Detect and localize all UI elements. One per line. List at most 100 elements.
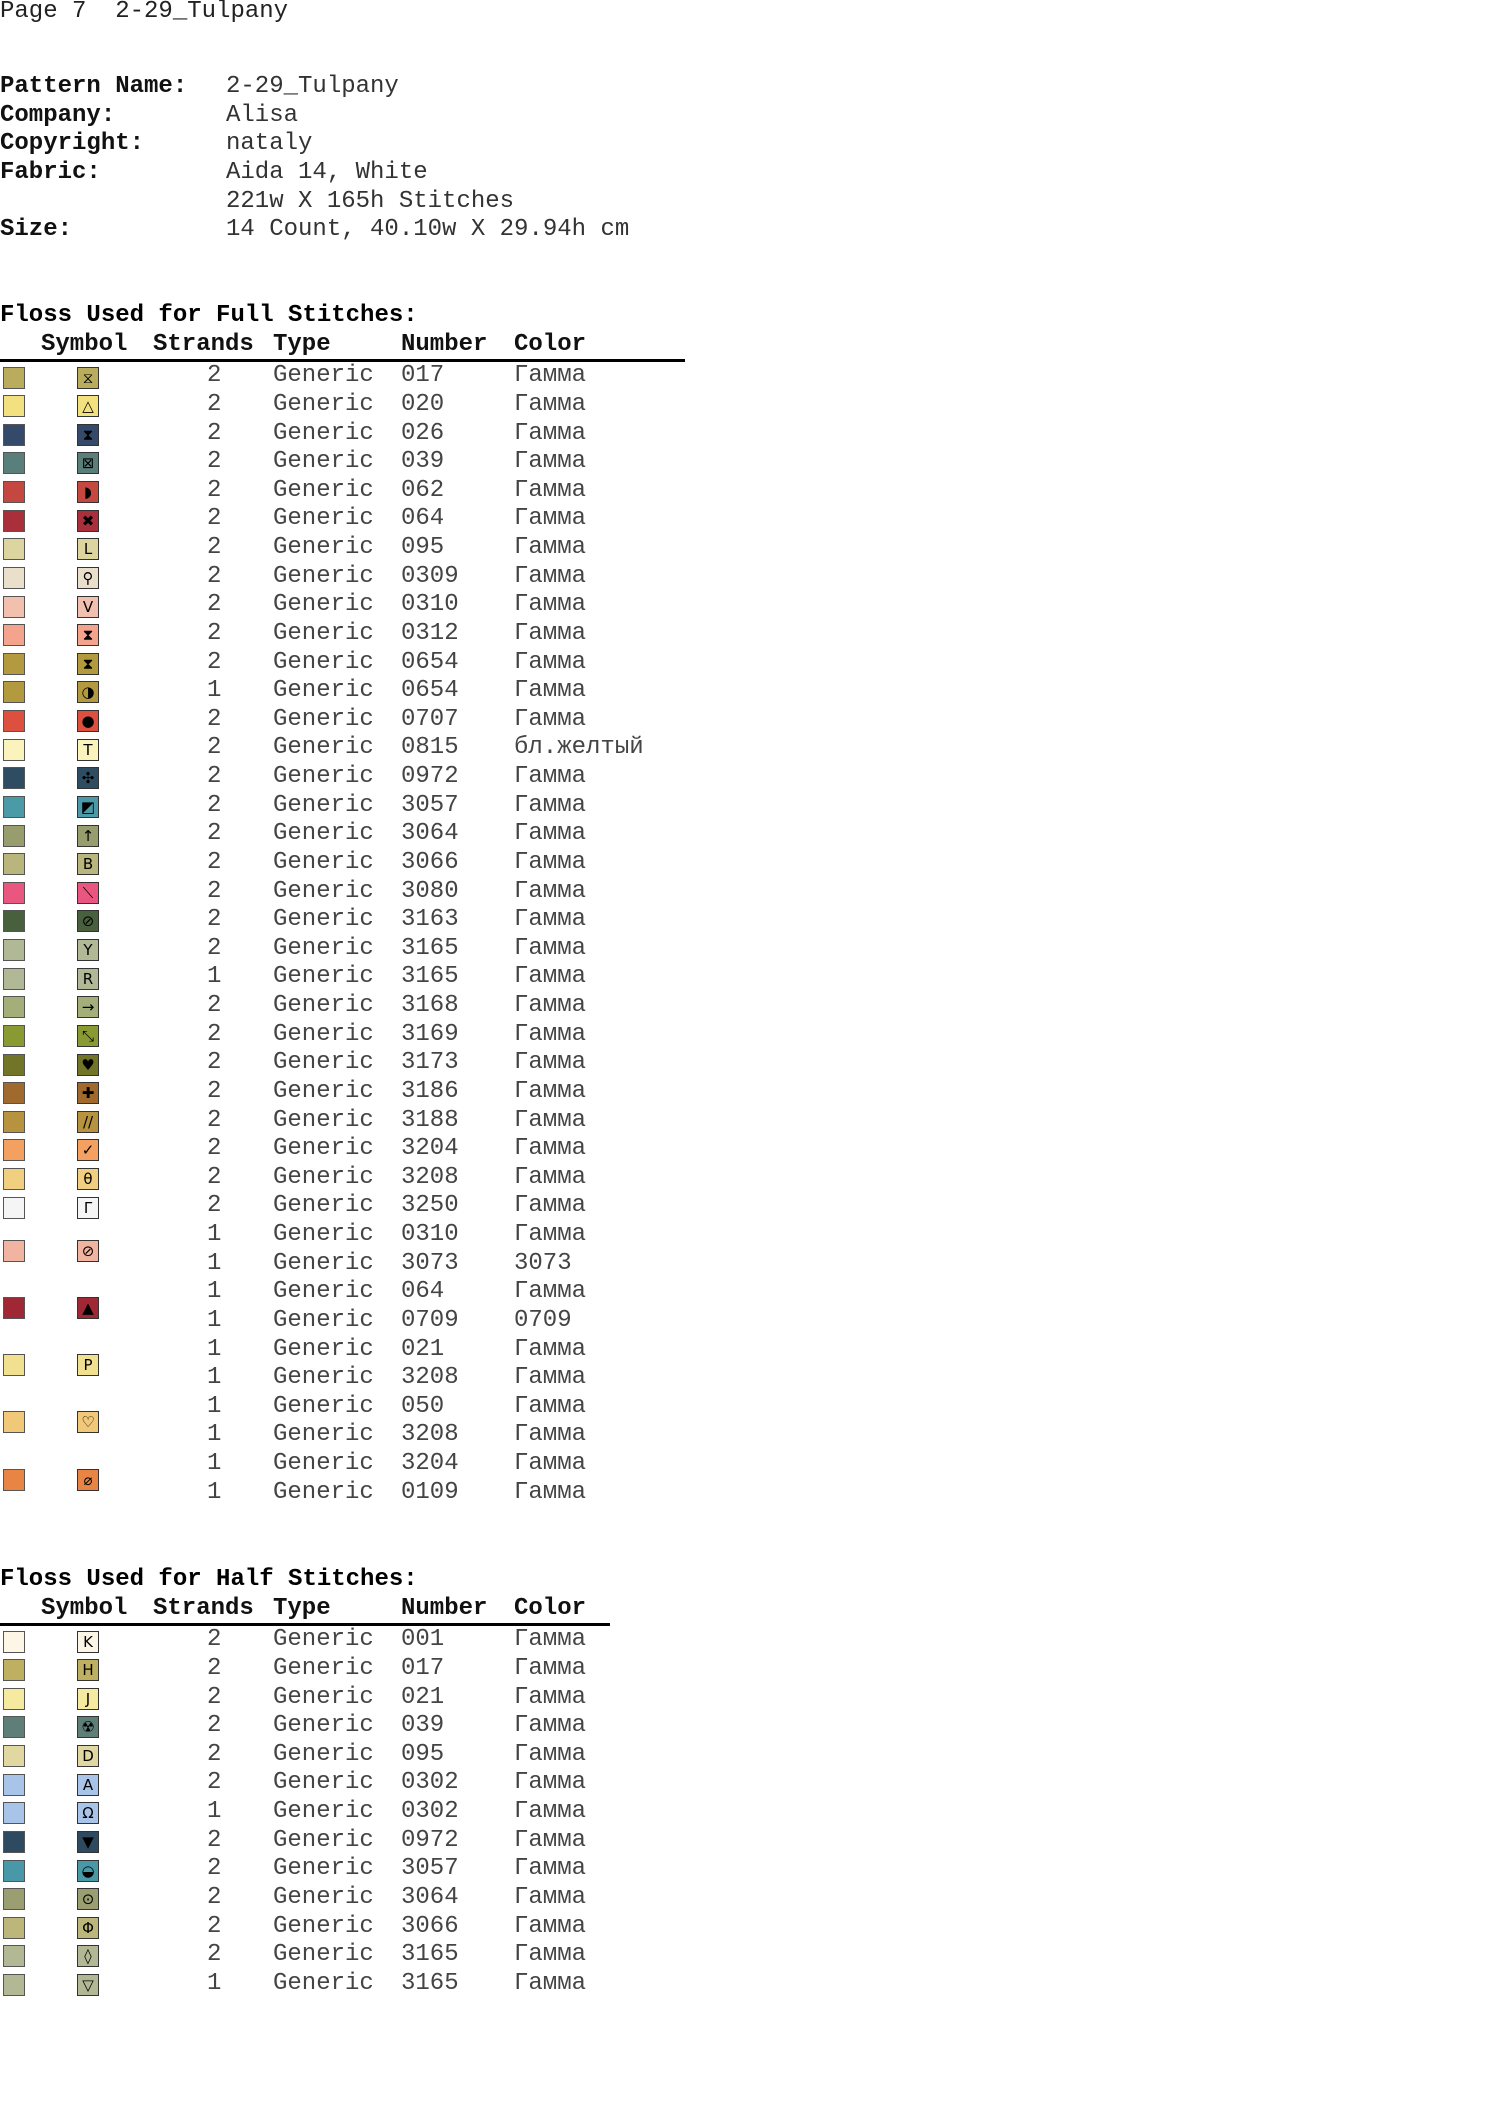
stitch-symbol-icon: ⚲: [77, 566, 99, 589]
type: Generic: [273, 1278, 374, 1306]
stitch-symbol-icon: ♡: [77, 1411, 99, 1434]
stitch-symbol-icon: ⧗: [77, 624, 99, 647]
strands: 1: [207, 1392, 222, 1420]
stitch-symbol-icon: Ω: [77, 1802, 99, 1825]
strands: 2: [207, 1855, 222, 1883]
floss-entry: 1 Generic 050 Гамма: [0, 1393, 700, 1422]
floss-row: ↑ 2 Generic 3064 Гамма: [0, 820, 700, 849]
color-name: Гамма: [514, 1020, 587, 1048]
stitch-symbol-icon: T: [77, 738, 99, 761]
stitch-symbol-icon: ◩: [77, 795, 99, 818]
strands: 1: [207, 1306, 222, 1334]
color-swatch: [3, 652, 25, 675]
info-value: 221w X 165h Stitches: [226, 187, 515, 215]
color-name: Гамма: [514, 362, 587, 390]
full-stitches-section: Floss Used for Full Stitches: Symbol Str…: [0, 302, 700, 1507]
floss-entry: 1 Generic 0654 Гамма: [0, 677, 700, 706]
type: Generic: [273, 1077, 374, 1105]
stitch-symbol-icon: ⧖: [77, 366, 99, 389]
type: Generic: [273, 820, 374, 848]
floss-row: ⊘ 2 Generic 3163 Гамма: [0, 906, 700, 935]
type: Generic: [273, 763, 374, 790]
strands: 1: [207, 1450, 222, 1477]
stitch-symbol-icon: ◑: [77, 681, 99, 704]
floss-row: J 2 Generic 021 Гамма: [0, 1684, 700, 1713]
half-stitches-title: Floss Used for Half Stitches:: [0, 1566, 418, 1593]
floss-entry: 2 Generic 039 Гамма: [0, 448, 700, 477]
col-strands: Strands: [153, 1594, 254, 1622]
strands: 1: [207, 1249, 222, 1277]
color-name: Гамма: [514, 1049, 587, 1077]
number: 0310: [401, 1221, 459, 1248]
color-swatch: [3, 1168, 25, 1191]
color-name: Гамма: [514, 562, 587, 590]
info-value: Alisa: [226, 101, 299, 129]
floss-row: B 2 Generic 3066 Гамма: [0, 849, 700, 878]
floss-entry: 2 Generic 3188 Гамма: [0, 1107, 700, 1136]
type: Generic: [273, 1883, 374, 1911]
color-name: Гамма: [514, 1912, 587, 1940]
floss-entry: 2 Generic 064 Гамма: [0, 505, 700, 534]
info-label: Fabric:: [0, 158, 101, 186]
floss-row: ▲ 1 Generic 064 Гамма 1 Generic 0709 0709: [0, 1278, 700, 1335]
floss-entry: 2 Generic 3168 Гамма: [0, 992, 700, 1021]
floss-entry: 2 Generic 0309 Гамма: [0, 563, 700, 592]
type: Generic: [273, 1769, 374, 1797]
number: 3165: [401, 1969, 459, 1997]
floss-row: V 2 Generic 0310 Гамма: [0, 591, 700, 620]
strands: 2: [207, 390, 222, 418]
number: 021: [401, 1683, 445, 1711]
number: 3057: [401, 791, 459, 819]
color-swatch: [3, 1024, 25, 1047]
info-label: Size:: [0, 216, 73, 244]
number: 0654: [401, 677, 459, 705]
floss-row: ✣ 2 Generic 0972 Гамма: [0, 763, 700, 792]
col-symbol: Symbol: [41, 330, 128, 358]
floss-row: ⌀ 1 Generic 3204 Гамма 1 Generic 0109 Гамма: [0, 1450, 700, 1507]
strands: 1: [207, 1364, 222, 1392]
floss-entry: 2 Generic 017 Гамма: [0, 1655, 700, 1684]
floss-row: R 1 Generic 3165 Гамма: [0, 963, 700, 992]
color-name: Гамма: [514, 877, 587, 905]
floss-row: ◗ 2 Generic 062 Гамма: [0, 477, 700, 506]
type: Generic: [273, 734, 374, 762]
header-divider: [0, 1623, 610, 1627]
strands: 2: [207, 705, 222, 733]
color-swatch: [3, 1239, 25, 1262]
floss-row: θ 2 Generic 3208 Гамма: [0, 1164, 700, 1193]
color-name: Гамма: [514, 1883, 587, 1911]
number: 3186: [401, 1077, 459, 1105]
stitch-symbol-icon: ▼: [77, 1830, 99, 1853]
floss-entry: 1 Generic 0302 Гамма: [0, 1798, 700, 1827]
color-name: Гамма: [514, 619, 587, 647]
type: Generic: [273, 562, 374, 590]
floss-row: ♥ 2 Generic 3173 Гамма: [0, 1049, 700, 1078]
type: Generic: [273, 619, 374, 647]
type: Generic: [273, 1221, 374, 1248]
type: Generic: [273, 677, 374, 705]
floss-entry: 2 Generic 017 Гамма: [0, 362, 700, 391]
floss-entry: 2 Generic 3066 Гамма: [0, 849, 700, 878]
floss-row: T 2 Generic 0815 бл.желтый: [0, 734, 700, 763]
type: Generic: [273, 1969, 374, 1997]
strands: 2: [207, 734, 222, 762]
pattern-info: Pattern Name: 2-29_Tulpany Company: Alisa Co…: [0, 73, 800, 245]
stitch-symbol-icon: ⊘: [77, 1239, 99, 1262]
number: 095: [401, 1740, 445, 1768]
number: 3204: [401, 1450, 459, 1477]
col-color: Color: [514, 330, 587, 358]
number: 3064: [401, 820, 459, 848]
number: 3163: [401, 906, 459, 934]
color-name: Гамма: [514, 677, 587, 705]
color-name: Гамма: [514, 476, 587, 504]
type: Generic: [273, 1941, 374, 1969]
color-name: Гамма: [514, 1769, 587, 1797]
stitch-symbol-icon: A: [77, 1773, 99, 1796]
number: 3080: [401, 877, 459, 905]
number: 0310: [401, 591, 459, 619]
color-name: Гамма: [514, 705, 587, 733]
stitch-symbol-icon: Φ: [77, 1916, 99, 1939]
strands: 2: [207, 1683, 222, 1711]
color-swatch: [3, 1082, 25, 1105]
strands: 2: [207, 505, 222, 533]
